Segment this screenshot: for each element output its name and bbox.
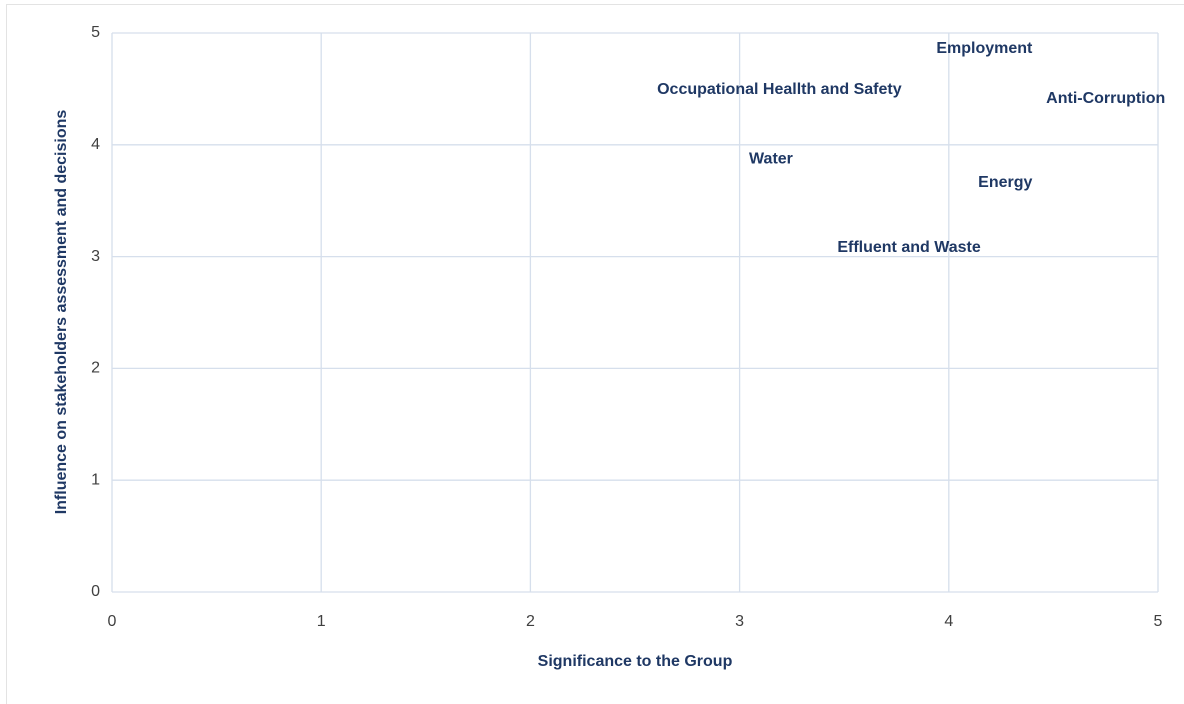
y-tick-label: 3 [91,248,100,265]
x-tick-label: 1 [317,613,326,630]
point-label: Effluent and Waste [837,239,981,256]
x-axis-title: Significance to the Group [538,653,733,670]
x-tick-label: 0 [108,613,117,630]
x-tick-label: 3 [735,613,744,630]
point-label: Occupational Heallth and Safety [657,81,902,98]
x-tick-label: 2 [526,613,535,630]
y-axis-title: Influence on stakeholders assessment and… [53,110,70,515]
y-tick-label: 4 [91,136,100,153]
point-label: Energy [978,174,1032,191]
point-label: Employment [936,40,1033,57]
x-tick-label: 4 [944,613,953,630]
point-label: Anti-Corruption [1046,90,1165,107]
y-tick-label: 1 [91,471,100,488]
chart-border [6,4,1184,704]
y-tick-label: 2 [91,360,100,377]
x-tick-label: 5 [1154,613,1163,630]
y-tick-label: 0 [91,583,100,600]
point-label: Water [749,151,793,168]
y-tick-label: 5 [91,24,100,41]
